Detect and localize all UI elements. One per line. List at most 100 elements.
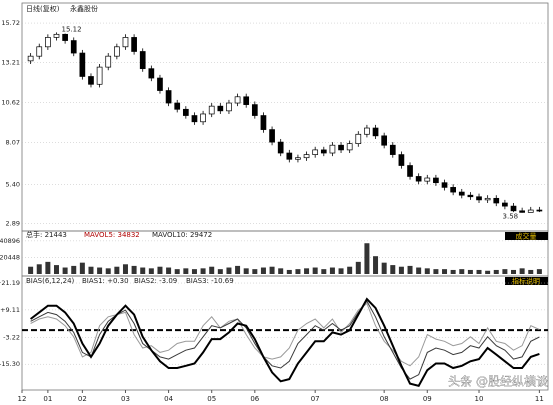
volume-bar (71, 265, 77, 274)
candle-body (45, 37, 51, 48)
volume-bar (200, 268, 206, 274)
candle-body (88, 76, 94, 85)
bias-line (29, 297, 540, 387)
volume-bar (329, 267, 335, 274)
candle-body (407, 165, 413, 177)
volume-bar (519, 268, 525, 274)
candle-body (174, 102, 181, 110)
volume-bar (140, 267, 146, 274)
candle-body (372, 127, 379, 137)
candle-body (424, 177, 431, 182)
x-tick-label: 03 (121, 395, 130, 403)
volume-bar (114, 266, 120, 274)
volume-bar (157, 266, 163, 274)
bias-frame (21, 275, 549, 391)
volume-bar (528, 269, 534, 274)
volume-bar (304, 268, 310, 274)
candle-body (441, 182, 448, 188)
candle-body (79, 52, 86, 77)
candle-body (527, 209, 534, 213)
volume-bar (45, 261, 51, 274)
volume-bar (476, 269, 482, 274)
candle-body (105, 55, 112, 68)
volume-bar (260, 267, 266, 274)
candle-body (329, 144, 336, 154)
candle-body (182, 108, 189, 116)
volume-bar (226, 267, 232, 274)
bias-header: BIAS3: -10.69 (186, 277, 234, 285)
candle-body (165, 90, 172, 104)
volume-bar (28, 266, 34, 274)
y-tick-label: -3.22 (3, 333, 20, 341)
candle-body (27, 55, 34, 62)
volume-bar (183, 268, 189, 274)
volume-bar (217, 269, 223, 274)
candle-body (415, 176, 422, 182)
volume-bar (148, 268, 154, 274)
y-tick-label: 10.62 (1, 99, 20, 107)
x-tick-label: 10 (475, 395, 484, 403)
candle-body (217, 105, 224, 112)
candle-body (191, 115, 198, 123)
volume-bar (459, 269, 465, 274)
candle-body (200, 113, 206, 123)
volume-header: 总手: 21443 (26, 230, 67, 239)
y-tick-label: +9.11 (0, 306, 20, 314)
volume-bar (122, 264, 128, 274)
volume-bar (485, 270, 491, 274)
volume-bar (191, 269, 197, 274)
candle-body (312, 149, 319, 155)
bias-line (30, 302, 540, 367)
volume-bar (88, 266, 94, 274)
volume-bar (131, 265, 137, 274)
candle-body (36, 46, 43, 57)
volume-button-label[interactable]: 成交量 (516, 232, 537, 241)
candle-body (493, 197, 500, 204)
candle-body (96, 66, 103, 85)
x-tick-label: 08 (380, 395, 389, 403)
candle-body (243, 96, 250, 105)
x-tick-label: 09 (423, 395, 432, 403)
volume-bar (416, 267, 422, 274)
bias-line (30, 300, 540, 380)
volume-bar (450, 269, 456, 274)
x-tick-label: 07 (311, 395, 320, 403)
candle-body (70, 40, 77, 54)
chart-title: 日线(复权) (26, 4, 60, 13)
candle-body (320, 149, 327, 154)
y-tick-label: 40896 (0, 237, 20, 245)
candle-body (295, 157, 301, 160)
volume-bar (174, 269, 180, 274)
volume-bar (493, 269, 499, 274)
indicator-button[interactable] (505, 277, 548, 285)
volume-bar (511, 269, 517, 274)
candle-body (484, 197, 491, 201)
candle-body (389, 144, 396, 155)
candle-body (157, 77, 163, 91)
volume-bar (433, 269, 439, 274)
volume-bar (364, 243, 370, 274)
y-tick-label: 8.07 (6, 139, 20, 147)
candle-body (355, 133, 362, 144)
y-tick-label: +21.19 (0, 279, 20, 287)
indicator-button-label[interactable]: 指标说明 (512, 277, 540, 286)
volume-bar (536, 269, 542, 274)
x-tick-label: 05 (207, 395, 216, 403)
candle-body (450, 187, 456, 193)
candle-body (433, 177, 439, 184)
volume-bar (53, 265, 59, 274)
volume-bar (373, 256, 379, 274)
volume-bar (235, 265, 241, 274)
annotation: 3.58 (503, 213, 519, 221)
volume-bar (381, 262, 387, 274)
volume-bar (209, 266, 215, 274)
volume-bar (243, 268, 249, 274)
candle-body (338, 144, 344, 151)
candle-body (476, 196, 482, 201)
volume-button[interactable] (505, 232, 548, 240)
bias-header: BIAS(6,12,24) (26, 277, 75, 285)
volume-bar (467, 269, 473, 274)
volume-bar (97, 267, 103, 274)
x-tick-label: 02 (78, 395, 87, 403)
